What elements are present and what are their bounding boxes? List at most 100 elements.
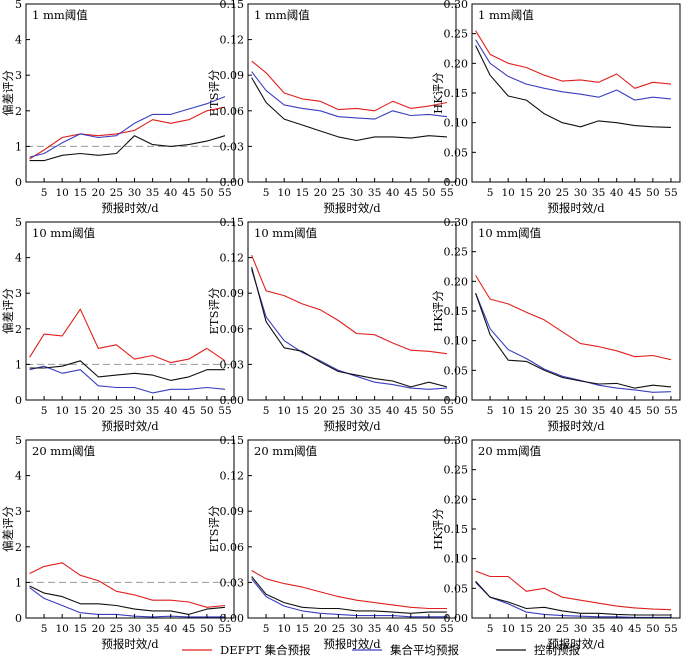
x-tick-label: 25 (110, 623, 123, 635)
x-tick-label: 35 (592, 405, 605, 417)
y-tick-label: 1 (15, 576, 22, 589)
x-axis-label: 预报时效/d (547, 419, 605, 433)
y-tick-label: 4 (15, 34, 22, 47)
x-tick-label: 10 (277, 405, 290, 417)
y-tick-label: 0 (15, 176, 22, 189)
x-tick-label: 45 (182, 405, 195, 417)
x-tick-label: 25 (110, 187, 123, 199)
x-tick-label: 20 (538, 187, 551, 199)
series-line-3 (475, 293, 672, 389)
y-tick-label: 3 (15, 287, 22, 300)
y-tick-label: 0.15 (444, 523, 469, 536)
panel-title: 1 mm阈值 (254, 8, 310, 22)
series-line-2 (29, 587, 225, 618)
x-tick-label: 55 (664, 187, 677, 199)
series-line-3 (251, 77, 448, 142)
plot-frame (471, 3, 681, 183)
x-tick-label: 45 (182, 623, 195, 635)
y-axis-label: ETS评分 (207, 505, 221, 552)
chart-panel-9: 0.00 0.05 0.10 0.15 0.20 0.25 0.30 5 10 15 20 25 30 3… (431, 434, 681, 651)
x-tick-label: 5 (41, 405, 48, 417)
x-tick-label: 5 (263, 187, 270, 199)
panel-title: 10 mm阈值 (254, 226, 318, 240)
x-tick-label: 45 (404, 405, 417, 417)
series-line-3 (29, 135, 226, 162)
x-axis-label: 预报时效/d (101, 419, 159, 433)
y-tick-label: 0.03 (220, 140, 245, 153)
x-tick-label: 30 (128, 405, 141, 417)
panel-title: 1 mm阈值 (32, 8, 88, 22)
panel-title: 1 mm阈值 (478, 8, 534, 22)
y-tick-label: 0.09 (220, 505, 245, 518)
x-axis-label: 预报时效/d (101, 637, 159, 651)
x-tick-label: 45 (182, 187, 195, 199)
x-tick-label: 30 (574, 405, 587, 417)
x-axis-label: 预报时效/d (547, 637, 605, 651)
x-tick-label: 55 (218, 187, 231, 199)
x-tick-label: 45 (404, 623, 417, 635)
series-line-2 (475, 39, 672, 101)
y-tick-label: 0.03 (220, 358, 245, 371)
x-tick-label: 10 (55, 623, 68, 635)
plot-frame (247, 221, 457, 401)
x-axis-label: 预报时效/d (323, 637, 381, 651)
y-tick-label: 0.05 (444, 146, 469, 159)
x-tick-label: 45 (628, 187, 641, 199)
x-axis-label: 预报时效/d (101, 201, 159, 215)
series-line-1 (251, 60, 448, 112)
y-tick-label: 0.12 (220, 34, 245, 47)
y-tick-label: 2 (15, 105, 22, 118)
y-tick-label: 1 (15, 140, 22, 153)
y-tick-label: 3 (15, 505, 22, 518)
x-tick-label: 5 (487, 405, 494, 417)
x-tick-label: 10 (277, 623, 290, 635)
series-line-1 (475, 30, 672, 89)
series-line-2 (29, 96, 226, 158)
x-tick-label: 45 (628, 623, 641, 635)
panel-title: 10 mm阈值 (478, 226, 542, 240)
x-tick-label: 25 (556, 187, 569, 199)
x-tick-label: 25 (332, 623, 345, 635)
x-tick-label: 35 (368, 623, 381, 635)
series-line-1 (29, 308, 226, 364)
y-tick-label: 0.09 (220, 69, 245, 82)
x-axis-label: 预报时效/d (323, 201, 381, 215)
x-tick-label: 25 (110, 405, 123, 417)
panel-title: 20 mm阈值 (478, 444, 542, 458)
x-tick-label: 50 (422, 187, 435, 199)
y-tick-label: 0.12 (220, 252, 245, 265)
x-tick-label: 50 (200, 623, 213, 635)
plot-frame (471, 439, 681, 619)
x-tick-label: 20 (92, 187, 105, 199)
y-tick-label: 0.00 (220, 612, 245, 625)
x-tick-label: 20 (314, 623, 327, 635)
series-line-3 (29, 360, 225, 381)
x-tick-label: 20 (314, 187, 327, 199)
panel-title: 20 mm阈值 (32, 444, 96, 458)
x-tick-label: 50 (200, 187, 213, 199)
series-line-3 (251, 266, 448, 388)
plot-frame (247, 439, 457, 619)
x-tick-label: 55 (664, 623, 677, 635)
x-tick-label: 5 (41, 623, 48, 635)
x-tick-label: 20 (538, 405, 551, 417)
legend-label-2: 集合平均预报 (390, 643, 459, 657)
y-tick-label: 0.15 (220, 0, 245, 11)
x-tick-label: 35 (592, 623, 605, 635)
series-line-1 (251, 570, 447, 610)
y-tick-label: 0.15 (444, 87, 469, 100)
x-tick-label: 15 (74, 187, 87, 199)
x-tick-label: 50 (646, 187, 659, 199)
x-tick-label: 35 (368, 187, 381, 199)
y-tick-label: 0.00 (220, 394, 245, 407)
series-line-2 (29, 365, 226, 394)
plot-frame (25, 3, 235, 183)
y-tick-label: 0.06 (220, 105, 245, 118)
x-tick-label: 5 (263, 405, 270, 417)
y-tick-label: 0.20 (444, 57, 469, 70)
series-line-2 (475, 582, 671, 618)
legend-label-3: 控制预报 (534, 643, 580, 657)
